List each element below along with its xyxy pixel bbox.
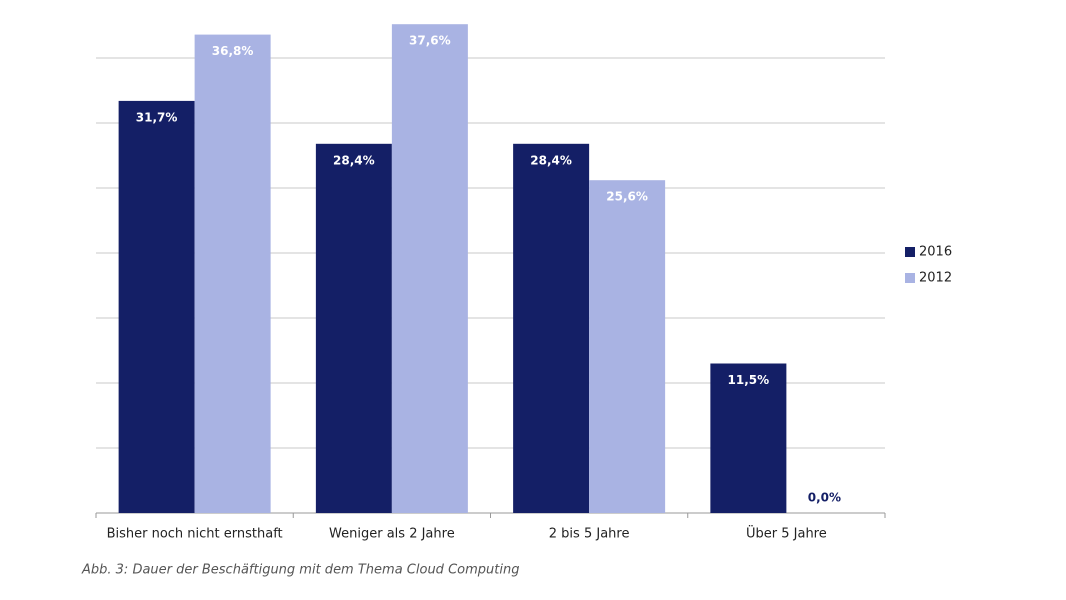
x-tick-label: Bisher noch nicht ernsthaft (107, 527, 283, 542)
bar (118, 100, 195, 514)
bar (513, 143, 590, 514)
bar (194, 34, 271, 513)
legend-swatch (905, 273, 915, 283)
value-label: 28,4% (530, 153, 572, 167)
x-tick-label: 2 bis 5 Jahre (549, 527, 630, 542)
bar (391, 24, 468, 513)
bar (315, 143, 392, 514)
legend-label: 2012 (919, 271, 952, 286)
value-label: 28,4% (333, 153, 375, 167)
x-tick-label: Weniger als 2 Jahre (329, 527, 455, 542)
legend-label: 2016 (919, 245, 952, 260)
legend-swatch (905, 247, 915, 257)
value-label: 36,8% (212, 44, 254, 58)
value-label: 37,6% (409, 34, 451, 48)
caption: Abb. 3: Dauer der Beschäftigung mit dem … (81, 563, 519, 578)
bar (710, 363, 787, 513)
value-label: 25,6% (606, 190, 648, 204)
x-tick-label: Über 5 Jahre (746, 525, 827, 542)
value-label: 31,7% (136, 110, 178, 124)
value-label: 11,5% (728, 373, 770, 387)
value-label: 0,0% (808, 491, 841, 505)
bar (589, 180, 666, 513)
